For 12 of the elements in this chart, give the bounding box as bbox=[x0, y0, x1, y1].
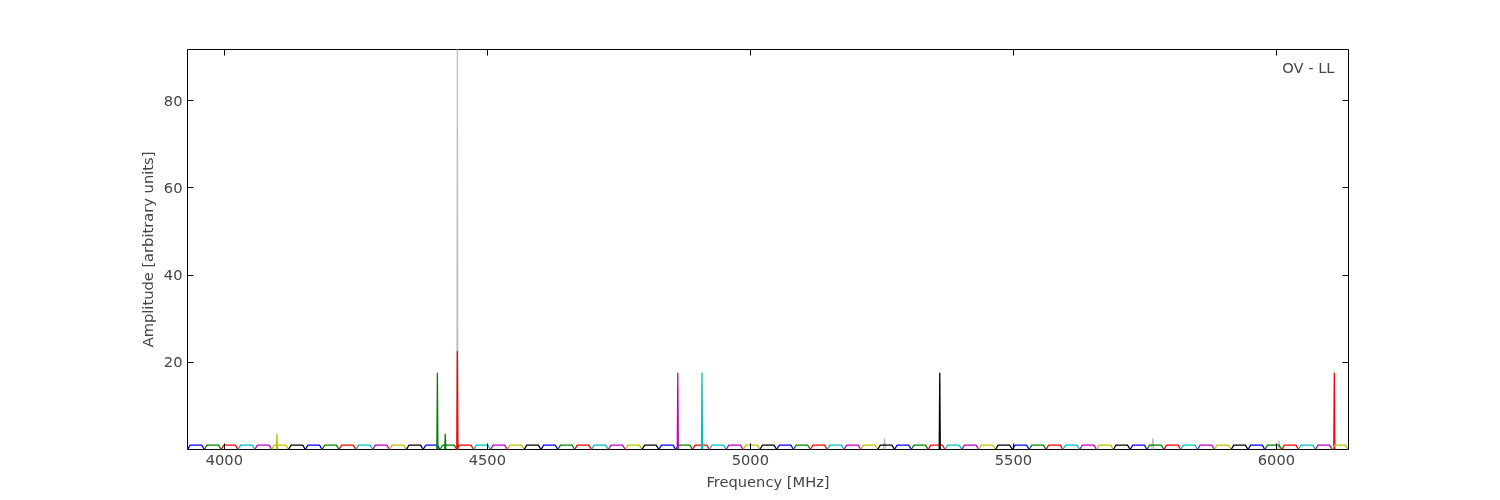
y-tick-label: 20 bbox=[163, 353, 183, 371]
x-axis-title: Frequency [MHz] bbox=[706, 472, 830, 490]
annotation: OV - LL bbox=[1282, 58, 1336, 76]
y-tick-label: 40 bbox=[163, 266, 183, 284]
y-tick-label: 80 bbox=[163, 91, 183, 109]
x-tick-label: 4000 bbox=[205, 450, 243, 468]
x-tick-label: 6000 bbox=[1257, 450, 1296, 468]
x-tick-label: 4500 bbox=[468, 450, 507, 468]
x-tick-label: 5000 bbox=[731, 450, 770, 468]
x-tick-label: 5500 bbox=[994, 450, 1033, 468]
y-tick-label: 60 bbox=[163, 178, 183, 196]
y-axis-title: Amplitude [arbitrary units] bbox=[138, 151, 156, 348]
